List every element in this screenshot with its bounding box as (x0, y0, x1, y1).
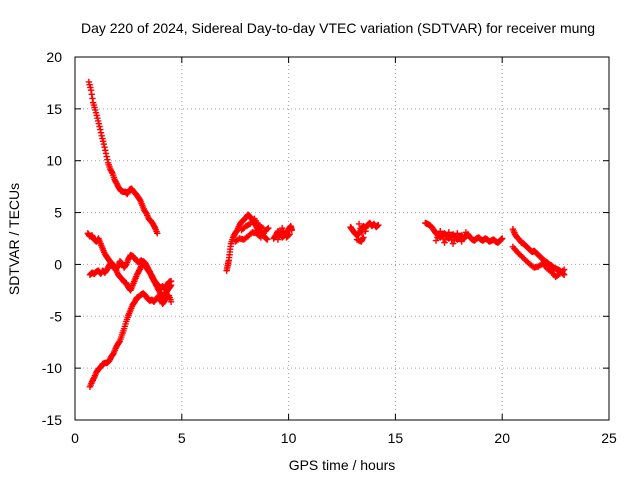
data-point (375, 221, 382, 229)
grid-lines (75, 57, 609, 420)
data-point (167, 298, 175, 305)
data-point (259, 224, 267, 232)
data-point (442, 235, 450, 243)
data-point (89, 95, 96, 102)
data-point (432, 237, 440, 244)
data-point (96, 123, 103, 130)
data-point (104, 156, 111, 163)
data-point (90, 375, 97, 383)
data-point (288, 227, 296, 234)
chart-title: Day 220 of 2024, Sidereal Day-to-day VTE… (81, 20, 595, 36)
data-point (438, 231, 445, 239)
data-point (358, 229, 366, 237)
data-point (560, 266, 568, 273)
series-arc-9-around-21h (509, 225, 568, 281)
series-arc-2-ascending (86, 290, 175, 391)
data-point (88, 91, 95, 98)
data-points (84, 78, 568, 391)
y-axis-label: SDTVAR / TECUs (6, 183, 22, 295)
series-arc-6-around-10h (270, 222, 296, 243)
data-point (258, 223, 265, 231)
y-tick-label: 20 (46, 49, 62, 65)
y-tick-label: -5 (50, 308, 63, 324)
data-point (87, 86, 95, 94)
data-point (264, 236, 271, 243)
data-point (274, 236, 282, 243)
data-point (462, 229, 470, 236)
data-point (355, 220, 363, 228)
series-arc-8-around-17h (422, 219, 506, 247)
data-point (286, 231, 293, 238)
data-point (449, 240, 457, 247)
data-point (362, 228, 369, 235)
data-point (461, 232, 468, 239)
data-point (103, 153, 110, 160)
x-tick-label: 25 (601, 430, 617, 446)
data-point (559, 267, 566, 275)
x-tick-label: 15 (388, 430, 404, 446)
data-point (101, 144, 108, 151)
series-arc-3-middle (84, 230, 175, 293)
data-point (459, 235, 467, 242)
y-tick-label: 0 (54, 256, 62, 272)
data-point (115, 339, 123, 346)
data-point (167, 281, 175, 289)
y-tick-label: 10 (46, 153, 62, 169)
data-point (151, 223, 158, 230)
series-arc-5-around-8h (223, 211, 272, 274)
data-point (108, 168, 115, 175)
data-point (458, 238, 465, 245)
data-point (445, 229, 452, 236)
data-point (102, 150, 110, 157)
data-point (97, 126, 104, 133)
series-arc-7-around-13h (347, 219, 382, 245)
plot-frame (74, 56, 610, 421)
data-point (264, 225, 271, 233)
y-tick-label: 15 (46, 101, 62, 117)
data-point (167, 283, 174, 290)
data-point (357, 225, 364, 232)
data-point (137, 264, 144, 272)
data-point (451, 237, 458, 244)
data-point (265, 224, 272, 232)
x-tick-label: 0 (71, 430, 79, 446)
data-point (437, 228, 444, 235)
series-arc-4-lower (86, 258, 175, 300)
data-point (97, 129, 105, 136)
data-point (278, 224, 286, 232)
data-point (360, 234, 367, 241)
data-point (441, 239, 448, 246)
data-point (154, 230, 161, 237)
y-tick-label: -10 (42, 360, 62, 376)
data-point (359, 235, 366, 243)
data-point (145, 267, 153, 274)
data-point (434, 234, 441, 241)
y-tick-label: -15 (42, 412, 62, 428)
data-point (102, 147, 109, 154)
data-point (447, 232, 454, 240)
data-point (285, 232, 292, 239)
data-point (280, 228, 287, 235)
y-tick-label: 5 (54, 205, 62, 221)
x-tick-label: 20 (494, 430, 510, 446)
data-point (100, 140, 108, 148)
data-point (276, 232, 283, 239)
x-axis-label: GPS time / hours (289, 457, 396, 473)
x-tick-label: 5 (178, 430, 186, 446)
series-arc-1-descending (85, 78, 161, 237)
x-tick-label: 10 (281, 430, 297, 446)
data-point (499, 235, 506, 242)
